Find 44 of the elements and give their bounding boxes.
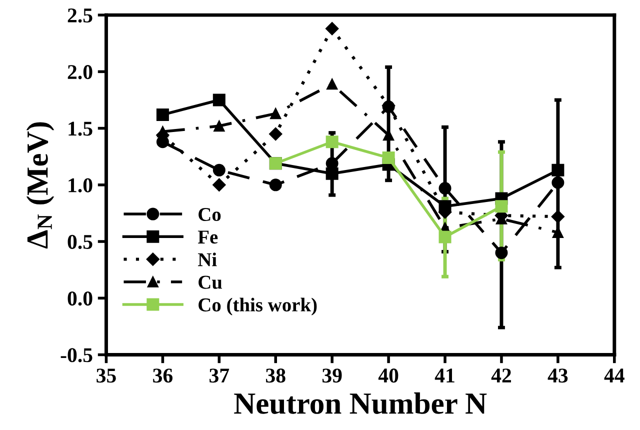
- y-tick-label: 1.0: [68, 178, 92, 192]
- x-tick-label: 39: [322, 368, 342, 383]
- point: [552, 176, 564, 189]
- point: [326, 167, 338, 180]
- x-tick-label: 42: [491, 368, 511, 382]
- point: [552, 164, 564, 176]
- point: [382, 151, 395, 164]
- y-tick-label: 1.5: [68, 122, 92, 136]
- x-axis-title: Neutron Number N: [234, 392, 487, 414]
- point: [495, 200, 508, 213]
- x-tick-label: 38: [266, 368, 286, 383]
- point: [212, 178, 226, 192]
- point: [156, 108, 169, 121]
- x-tick-label: 40: [378, 368, 398, 383]
- point: [326, 136, 338, 148]
- point: [269, 127, 282, 141]
- legend-label: Fe: [198, 230, 218, 244]
- y-tick-label: 0.0: [68, 292, 92, 306]
- point: [212, 94, 226, 106]
- point: [214, 120, 225, 132]
- y-tick-label: -0.5: [60, 348, 92, 362]
- y-tick-label: 2.5: [68, 8, 92, 23]
- y-tick-label: 0.5: [68, 234, 92, 250]
- legend-label: Ni: [198, 252, 217, 266]
- x-tick-label: 36: [153, 368, 173, 383]
- legend-label: Cu: [198, 276, 222, 289]
- point: [551, 210, 565, 224]
- legend-label: Co (this work): [198, 298, 317, 316]
- x-tick-label: 37: [210, 368, 230, 383]
- point: [326, 22, 339, 36]
- x-tick-label: 35: [96, 368, 116, 383]
- y-tick-label: 2.0: [68, 65, 92, 80]
- x-tick-label: 44: [604, 368, 624, 382]
- point: [438, 230, 452, 244]
- point: [326, 78, 338, 90]
- point: [438, 182, 452, 195]
- x-tick-label: 41: [434, 368, 454, 382]
- point: [269, 178, 282, 192]
- point: [212, 164, 226, 176]
- point: [157, 126, 168, 138]
- y-axis-title: Δ$_{N}$ (MeV): [26, 122, 54, 248]
- x-tick-label: 43: [548, 368, 568, 383]
- point: [270, 108, 282, 120]
- legend-label: Co: [198, 208, 221, 222]
